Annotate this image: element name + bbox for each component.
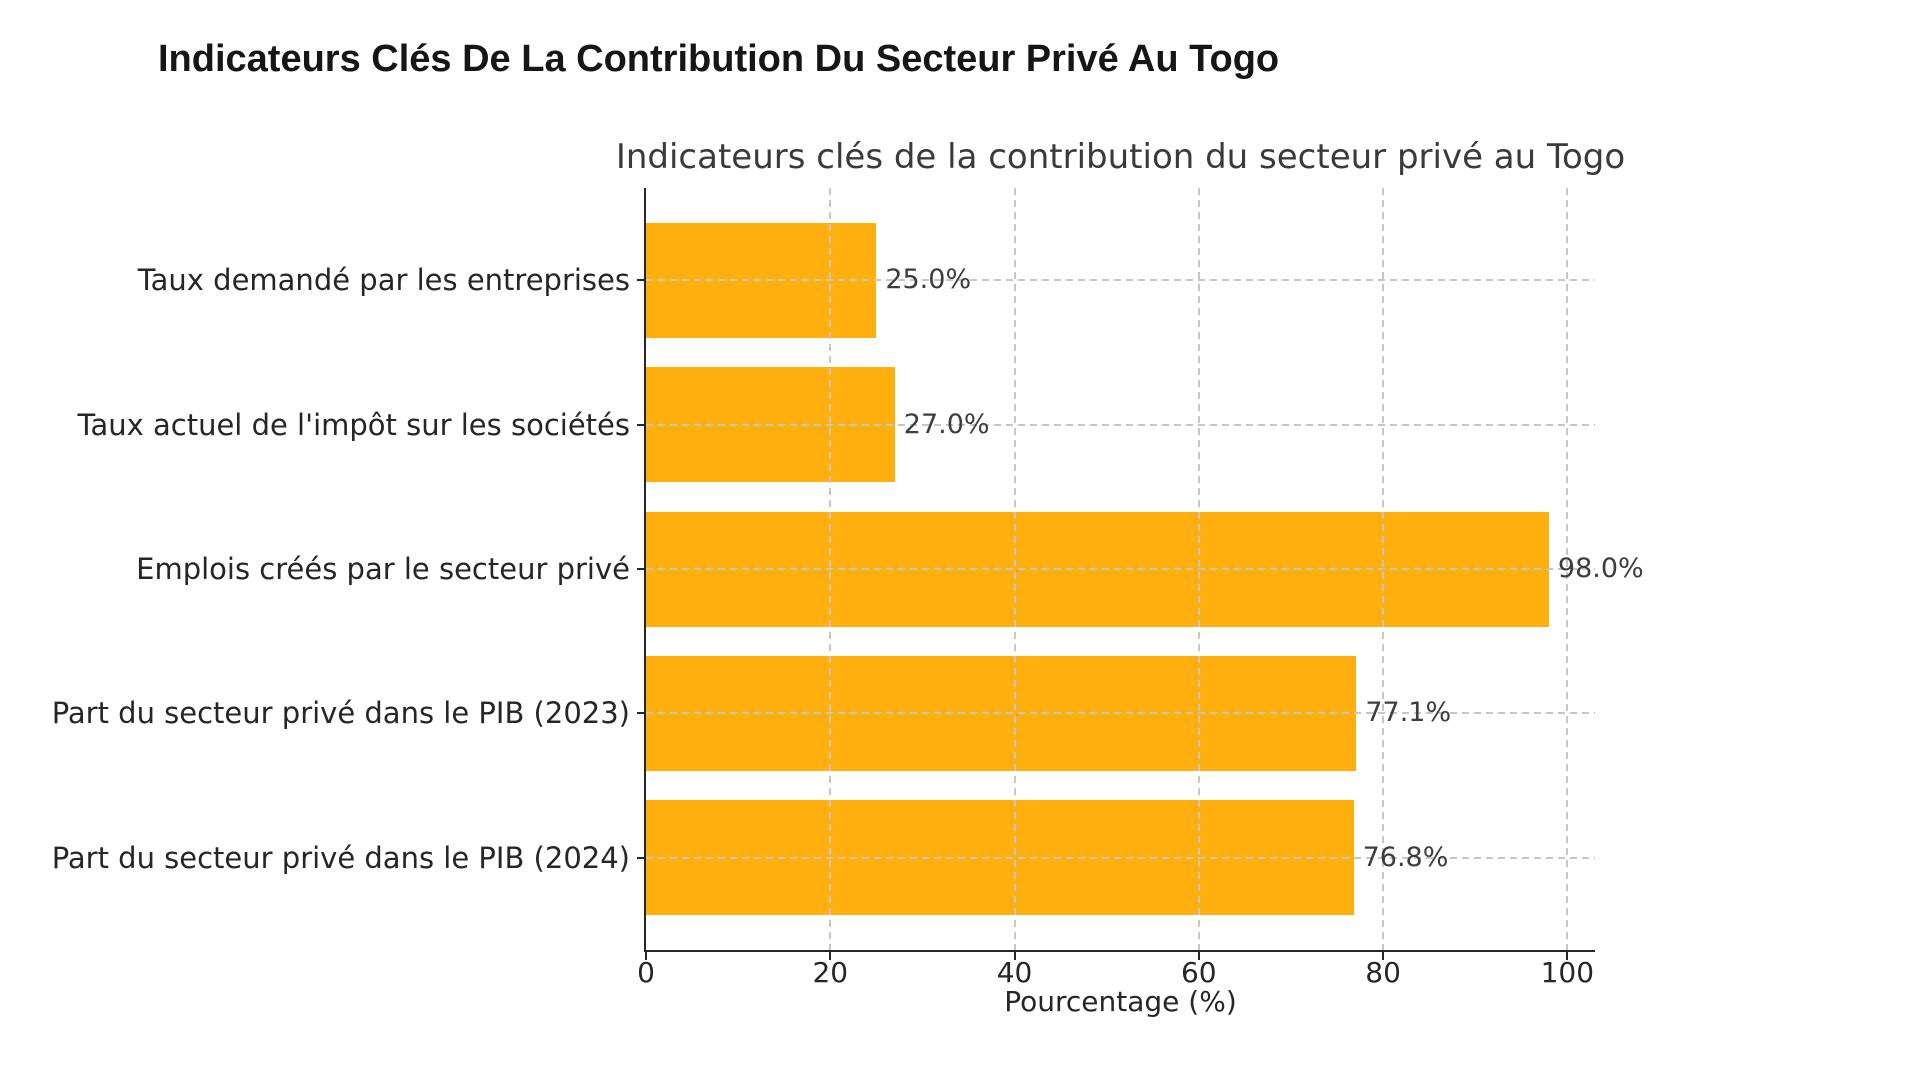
category-label: Taux demandé par les entreprises [137, 263, 630, 298]
x-tick-mark [829, 950, 832, 960]
x-tick-label: 0 [637, 956, 655, 989]
x-axis-line [644, 950, 1595, 952]
x-tick-label: 60 [1180, 956, 1217, 989]
h-gridline [646, 856, 1595, 859]
x-tick-label: 40 [996, 956, 1033, 989]
x-tick-label: 20 [812, 956, 849, 989]
y-axis-labels: Taux demandé par les entreprises Taux act… [0, 188, 646, 950]
h-gridline [646, 712, 1595, 715]
y-tick-mark [637, 856, 646, 859]
chart-title: Indicateurs clés de la contribution du s… [615, 137, 1626, 177]
page-title: Indicateurs Clés De La Contribution Du S… [158, 38, 1280, 80]
h-gridline [646, 568, 1595, 570]
x-tick-mark [1382, 950, 1385, 960]
y-axis-line [644, 188, 646, 950]
y-tick-mark [637, 568, 646, 570]
bar-value-label: 76.8% [1362, 841, 1449, 873]
bar-value-label: 27.0% [903, 408, 990, 440]
x-tick-mark [645, 950, 647, 960]
category-label: Emplois créés par le secteur privé [136, 552, 630, 586]
x-axis-ticks: 0 20 40 60 80 100 [637, 950, 1595, 1010]
bar-value-label: 98.0% [1557, 553, 1644, 584]
x-tick-label: 100 [1540, 956, 1595, 989]
y-tick-mark [637, 423, 646, 426]
category-label: Part du secteur privé dans le PIB (2024) [51, 840, 630, 875]
h-gridline [646, 279, 1595, 282]
x-tick-mark [1566, 950, 1569, 960]
y-tick-mark [637, 279, 646, 282]
x-tick-mark [1013, 950, 1016, 960]
x-tick-mark [1197, 950, 1200, 960]
category-label: Part du secteur privé dans le PIB (2023) [51, 696, 630, 731]
h-gridline [646, 423, 1595, 426]
category-label: Taux actuel de l'impôt sur les sociétés [77, 407, 630, 442]
plot-area: 25.0% 27.0% 98.0% 77.1% 76.8% [644, 188, 1644, 952]
bar-value-label: 77.1% [1365, 697, 1452, 729]
y-tick-mark [637, 712, 646, 715]
x-tick-label: 80 [1365, 956, 1401, 989]
bar-value-label: 25.0% [885, 264, 972, 296]
x-axis-title: Pourcentage (%) [1004, 985, 1237, 1018]
